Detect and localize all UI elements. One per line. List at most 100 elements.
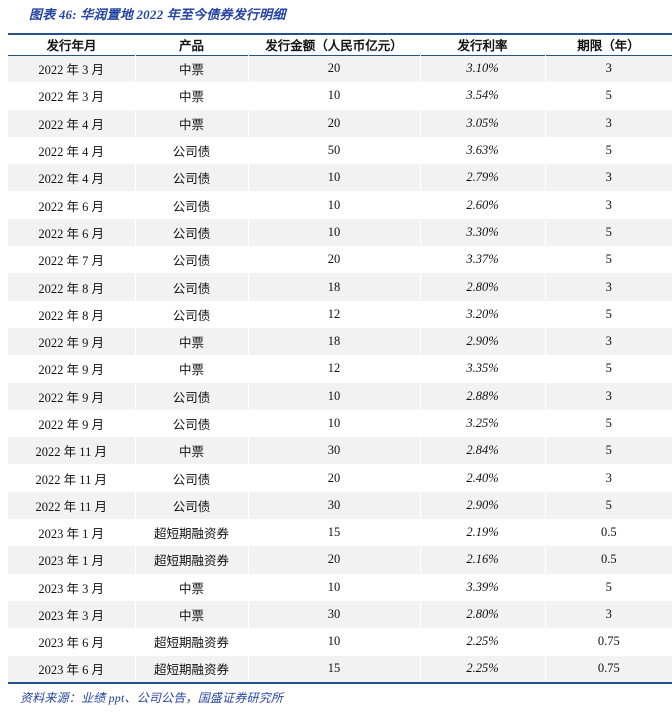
cell-issue-month: 2022 年 11 月 <box>8 491 136 520</box>
cell-issue-month: 2022 年 6 月 <box>8 218 136 247</box>
cell-product: 中票 <box>135 55 249 83</box>
cell-issue-month: 2022 年 8 月 <box>8 273 136 301</box>
cell-tenor: 3 <box>545 382 672 410</box>
cell-issue-month: 2022 年 9 月 <box>8 355 136 383</box>
cell-rate: 2.84% <box>420 437 546 465</box>
cell-amount: 10 <box>248 191 421 219</box>
cell-rate: 3.20% <box>420 300 546 328</box>
bond-issuance-table: 发行年月 产品 发行金额（人民币亿元） 发行利率 期限（年） 2022 年 3 … <box>8 33 672 684</box>
cell-issue-month: 2022 年 9 月 <box>8 327 136 356</box>
cell-rate: 2.25% <box>420 628 546 656</box>
col-header-amount: 发行金额（人民币亿元） <box>265 39 403 54</box>
cell-product: 中票 <box>135 109 249 137</box>
table-row: 2023 年 1 月超短期融资券 20 2.16% 0.5 <box>8 546 672 574</box>
cell-issue-month: 2023 年 6 月 <box>8 628 136 656</box>
cell-product: 中票 <box>135 573 249 601</box>
table-row: 2022 年 9 月公司债 10 3.25% 5 <box>8 409 672 438</box>
cell-issue-month: 2022 年 3 月 <box>8 55 136 83</box>
table-row: 2023 年 3 月中票 30 2.80% 3 <box>8 600 672 629</box>
table-row: 2023 年 6 月超短期融资券 15 2.25% 0.75 <box>8 655 672 683</box>
cell-issue-month: 2022 年 4 月 <box>8 164 136 192</box>
table-row: 2022 年 4 月公司债 50 3.63% 5 <box>8 136 672 165</box>
cell-issue-month: 2022 年 4 月 <box>8 136 136 165</box>
cell-tenor: 5 <box>605 88 612 103</box>
cell-product: 中票 <box>135 600 249 629</box>
cell-amount: 10 <box>248 82 421 110</box>
cell-product: 公司债 <box>135 273 249 301</box>
cell-amount: 15 <box>248 655 421 683</box>
cell-product: 超短期融资券 <box>135 519 249 547</box>
report-figure-page: 图表 46: 华润置地 2022 年至今债券发行明细 发行年月 产品 发行金额（… <box>0 6 672 724</box>
cell-amount: 18 <box>248 273 421 301</box>
cell-tenor: 5 <box>545 218 672 247</box>
cell-product: 公司债 <box>135 191 249 219</box>
cell-tenor: 5 <box>605 143 612 158</box>
cell-amount: 10 <box>248 409 421 438</box>
cell-tenor: 5 <box>545 491 672 520</box>
table-row: 2022 年 3 月中票 20 3.10% 3 <box>8 55 672 83</box>
cell-amount: 30 <box>248 491 421 520</box>
cell-issue-month: 2022 年 9 月 <box>8 382 136 410</box>
cell-product: 公司债 <box>135 491 249 520</box>
table-row: 2022 年 11 月中票 30 2.84% 5 <box>8 437 672 465</box>
cell-amount: 20 <box>248 546 421 574</box>
cell-product: 中票 <box>135 327 249 356</box>
cell-issue-month: 2023 年 3 月 <box>8 573 136 601</box>
cell-rate: 3.10% <box>420 55 546 83</box>
cell-rate: 2.80% <box>420 273 546 301</box>
cell-amount: 20 <box>248 246 421 274</box>
cell-amount: 20 <box>248 109 421 137</box>
cell-product: 公司债 <box>135 464 249 492</box>
cell-rate: 3.37% <box>420 246 546 274</box>
cell-product: 中票 <box>135 355 249 383</box>
cell-tenor: 5 <box>605 306 612 321</box>
cell-tenor: 0.5 <box>545 546 672 574</box>
cell-issue-month: 2023 年 3 月 <box>8 600 136 629</box>
table-row: 2023 年 1 月超短期融资券 15 2.19% 0.5 <box>8 519 672 547</box>
cell-amount: 12 <box>248 355 421 383</box>
cell-tenor: 0.75 <box>545 655 672 683</box>
cell-tenor: 5 <box>545 437 672 465</box>
table-row: 2022 年 8 月公司债 12 3.20% 5 <box>8 300 672 328</box>
cell-issue-month: 2023 年 1 月 <box>8 546 136 574</box>
cell-tenor: 5 <box>605 361 612 376</box>
cell-rate: 2.40% <box>420 464 546 492</box>
cell-product: 公司债 <box>135 382 249 410</box>
cell-issue-month: 2022 年 9 月 <box>8 409 136 438</box>
cell-tenor: 0.5 <box>600 525 617 540</box>
table-row: 2022 年 6 月公司债 10 2.60% 3 <box>8 191 672 219</box>
cell-rate: 2.90% <box>420 327 546 356</box>
cell-amount: 20 <box>248 55 421 83</box>
cell-rate: 3.35% <box>420 355 546 383</box>
cell-tenor: 3 <box>545 164 672 192</box>
cell-issue-month: 2022 年 4 月 <box>8 109 136 137</box>
table-row: 2022 年 7 月公司债 20 3.37% 5 <box>8 246 672 274</box>
cell-tenor: 3 <box>545 327 672 356</box>
cell-rate: 2.19% <box>420 519 546 547</box>
cell-product: 超短期融资券 <box>135 655 249 683</box>
cell-rate: 2.25% <box>420 655 546 683</box>
cell-tenor: 3 <box>545 109 672 137</box>
table-body: 2022 年 3 月中票 20 3.10% 3 2022 年 3 月中票 10 3.54% 5… <box>8 55 672 683</box>
cell-rate: 3.39% <box>420 573 546 601</box>
cell-rate: 2.79% <box>420 164 546 192</box>
cell-rate: 2.90% <box>420 491 546 520</box>
cell-product: 公司债 <box>135 218 249 247</box>
cell-rate: 3.25% <box>420 409 546 438</box>
table-row: 2022 年 4 月中票 20 3.05% 3 <box>8 109 672 137</box>
table-row: 2022 年 9 月公司债 10 2.88% 3 <box>8 382 672 410</box>
cell-amount: 30 <box>248 437 421 465</box>
cell-product: 公司债 <box>135 300 249 328</box>
cell-amount: 20 <box>248 464 421 492</box>
cell-product: 公司债 <box>135 409 249 438</box>
cell-issue-month: 2022 年 11 月 <box>8 464 136 492</box>
cell-product: 中票 <box>135 82 249 110</box>
cell-issue-month: 2022 年 8 月 <box>8 300 136 328</box>
cell-amount: 10 <box>248 218 421 247</box>
cell-product: 超短期融资券 <box>135 628 249 656</box>
cell-amount: 10 <box>248 628 421 656</box>
cell-product: 公司债 <box>135 136 249 165</box>
cell-tenor: 3 <box>605 470 612 485</box>
cell-tenor: 3 <box>545 55 672 83</box>
col-header-rate: 发行利率 <box>457 39 508 54</box>
